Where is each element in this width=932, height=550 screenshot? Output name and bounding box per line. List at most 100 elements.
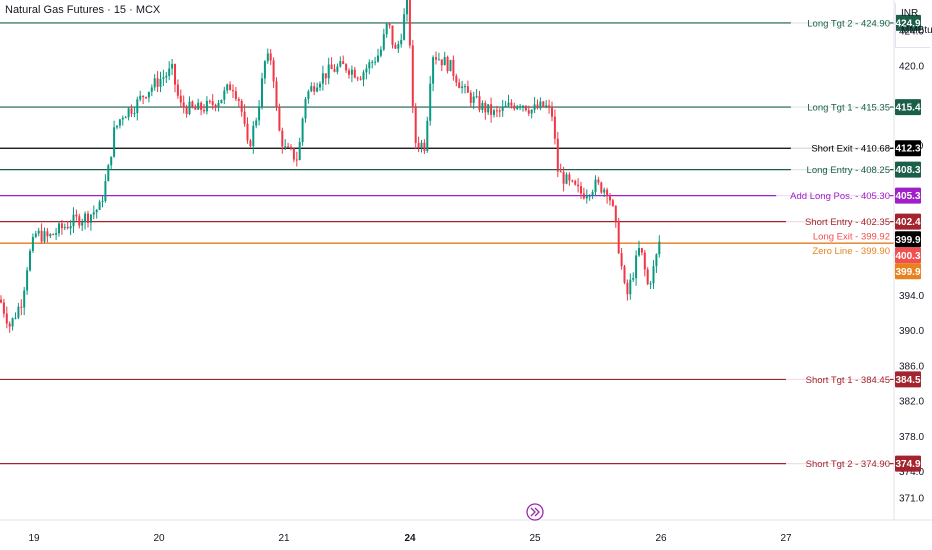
candle-96 [278, 103, 281, 132]
candle-body [159, 78, 162, 87]
candle-body [353, 69, 356, 78]
candle-body [382, 34, 385, 50]
candle-59 [171, 59, 174, 76]
candle-135 [391, 25, 394, 49]
candle-47 [136, 96, 139, 121]
candle-body [40, 230, 43, 242]
candle-1 [2, 298, 5, 318]
candle-body [200, 102, 203, 110]
level-label-7: Zero Line - 399.90 [812, 246, 890, 257]
candles [0, 0, 661, 333]
candle-210 [609, 192, 611, 206]
scroll-to-realtime-button[interactable] [526, 503, 544, 521]
candle-55 [159, 71, 162, 93]
candle-body [107, 165, 110, 182]
candle-body [466, 86, 469, 93]
candle-body [551, 106, 553, 117]
candle-body [562, 171, 565, 184]
candle-178 [516, 104, 519, 110]
candle-158 [458, 78, 461, 89]
candle-162 [469, 90, 472, 107]
candle-body [397, 44, 400, 49]
candle-189 [548, 99, 551, 114]
candle-body [327, 64, 330, 79]
candle-body [377, 55, 379, 62]
candle-body [197, 102, 200, 110]
candle-156 [452, 55, 455, 81]
candle-143 [414, 103, 417, 150]
candle-body [290, 146, 292, 149]
candle-body [350, 69, 353, 75]
candle-140 [406, 0, 408, 22]
candle-body [176, 84, 179, 96]
candle-body [11, 318, 14, 327]
candle-124 [359, 75, 362, 81]
candle-body [208, 100, 211, 102]
candle-body [229, 84, 232, 91]
candle-body [388, 23, 391, 26]
candle-body [310, 86, 313, 92]
price-tag-7 [895, 247, 921, 264]
candle-body [272, 60, 275, 82]
candle-218 [632, 272, 635, 282]
candle-200 [580, 181, 582, 199]
candle-body [220, 99, 223, 104]
price-tag-label-1: 415.4 [895, 103, 920, 114]
candle-85 [246, 117, 249, 144]
candle-181 [524, 105, 527, 112]
candle-4 [11, 317, 14, 331]
candle-body [237, 98, 240, 101]
candle-187 [542, 101, 545, 108]
candle-21 [60, 219, 63, 235]
price-tag-2 [895, 140, 921, 157]
candle-body [98, 201, 101, 210]
price-tag-label-10: 374.9 [895, 459, 920, 470]
candle-body [609, 196, 611, 201]
candle-126 [365, 64, 368, 80]
candle-body [614, 205, 617, 222]
candle-body [29, 250, 31, 271]
candle-body [362, 72, 365, 80]
y-tick-label-0: 371.0 [899, 493, 924, 504]
candle-body [516, 106, 519, 109]
candle-body [55, 233, 58, 235]
candle-2 [5, 306, 8, 329]
price-tag-label-9: 384.5 [895, 375, 920, 386]
candle-body [582, 193, 585, 199]
candle-body [568, 174, 571, 181]
price-tag-1 [895, 99, 921, 116]
y-tick-label-9: 424.0 [899, 26, 924, 37]
candle-180 [522, 104, 524, 112]
candle-body [319, 83, 321, 88]
candle-43 [124, 115, 127, 119]
candle-body [49, 234, 52, 237]
unit-selector[interactable]: INR MMBtu [895, 3, 932, 48]
level-lines [0, 22, 894, 465]
candle-48 [139, 90, 142, 102]
time-axis: 19 20 21 24 25 26 27 [0, 519, 932, 544]
candle-163 [472, 91, 475, 109]
candle-body [600, 182, 603, 193]
candle-body [588, 195, 591, 197]
candle-130 [377, 48, 379, 63]
candle-25 [72, 207, 75, 233]
price-tag-label-7: 400.3 [895, 251, 920, 262]
candle-body [484, 102, 487, 113]
candle-body [652, 266, 655, 284]
candle-36 [104, 174, 107, 203]
candle-body [348, 70, 350, 75]
price-tag-label-4: 405.3 [895, 191, 920, 202]
candle-35 [101, 195, 104, 208]
candle-199 [577, 178, 580, 193]
candle-body [95, 209, 98, 213]
candle-119 [345, 63, 348, 73]
candle-103 [298, 137, 301, 161]
candle-body [435, 57, 437, 60]
candle-body [403, 14, 406, 40]
candle-144 [417, 136, 420, 153]
candle-7 [20, 299, 23, 316]
candle-134 [388, 23, 391, 29]
candle-body [507, 102, 510, 106]
x-tick-label-1: 20 [153, 533, 165, 544]
